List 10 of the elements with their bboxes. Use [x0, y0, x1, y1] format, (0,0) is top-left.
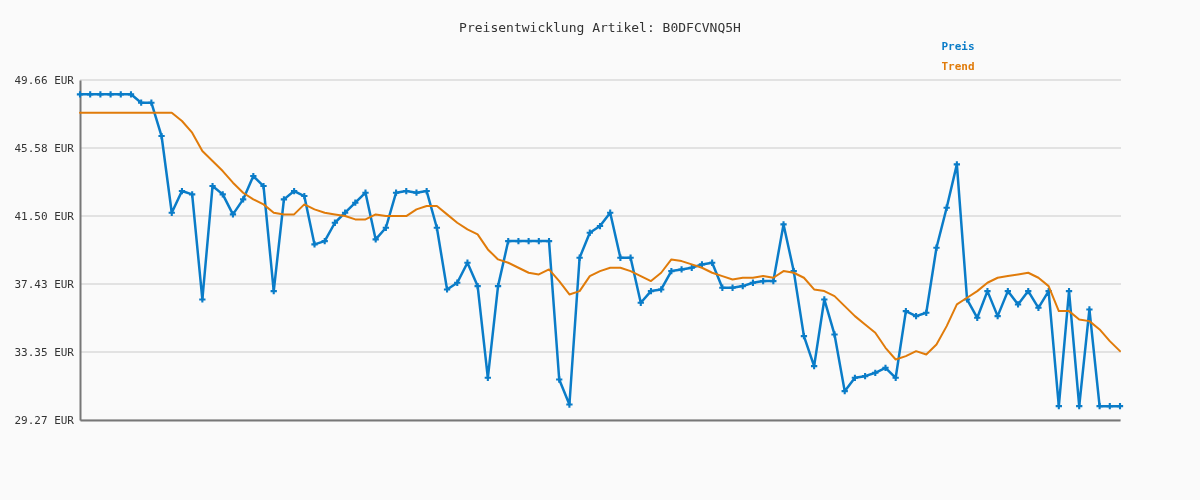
- y-tick-label: 49.66 EUR: [14, 74, 75, 88]
- y-tick-label: 33.35 EUR: [14, 345, 75, 359]
- y-tick-label: 29.27 EUR: [14, 414, 75, 428]
- text: Trend: [941, 60, 975, 73]
- y-tick-label: 37.43 EUR: [14, 277, 75, 291]
- chart-title: Preisentwicklung Artikel: B0DFCVNQ5H: [459, 20, 741, 35]
- line-series: [79, 111, 1121, 361]
- y-tick-label: 41.50 EUR: [14, 210, 75, 224]
- text: Preis: [941, 40, 975, 53]
- y-tick-label: 45.58 EUR: [14, 142, 75, 156]
